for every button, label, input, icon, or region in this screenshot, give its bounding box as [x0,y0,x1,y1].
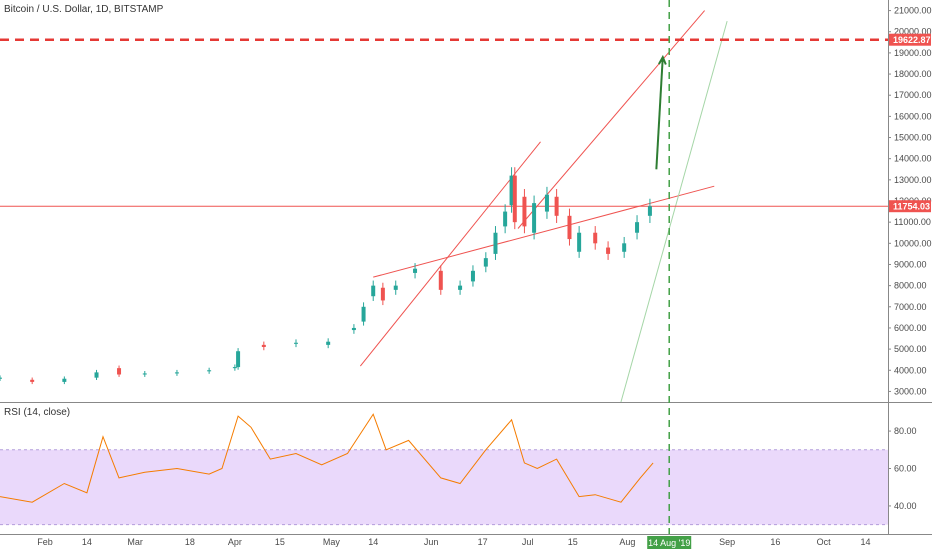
candle[interactable] [509,175,514,206]
candle[interactable] [512,175,517,223]
time-tick-label: 16 [770,537,780,547]
projection-arrow[interactable] [655,57,664,170]
last-price-badge-bg [889,200,931,213]
last-price-badge: 11754.03 [893,202,930,212]
candle[interactable] [294,342,298,344]
candle[interactable] [30,379,35,382]
time-tick-label: 14 [860,537,870,547]
price-tick-label: 16000.00 [894,111,932,121]
candle[interactable] [94,372,99,378]
time-tick-label: Jul [522,537,534,547]
chart-title: Bitcoin / U.S. Dollar, 1D, BITSTAMP [4,4,164,15]
price-tick-label: 3000.00 [894,386,927,396]
price-tick-label: 8000.00 [894,281,927,291]
date-marker-badge-bg [647,536,692,549]
rsi-tick-label: 60.00 [894,464,917,474]
candle[interactable] [261,344,266,347]
price-tick-label: 10000.00 [894,238,932,248]
price-tick-label: 5000.00 [894,344,927,354]
candle[interactable] [554,196,559,216]
target-price-badge: 19622.87 [893,35,931,45]
candle[interactable] [117,368,122,375]
rsi-title: RSI (14, close) [4,407,70,418]
candle[interactable] [438,270,443,290]
candle[interactable] [207,370,212,372]
candle[interactable] [380,287,385,301]
price-tick-label: 11000.00 [894,217,931,227]
price-tick-label: 15000.00 [894,133,932,143]
price-tick-label: 6000.00 [894,323,927,333]
candle[interactable] [544,194,549,212]
price-tick-label: 13000.00 [894,175,932,185]
candle[interactable] [470,270,475,282]
candle[interactable] [522,196,527,227]
time-tick-label: Aug [619,537,635,547]
time-tick-label: Mar [127,537,143,547]
time-tick-label: 17 [478,537,488,547]
trendline[interactable] [620,21,728,403]
trendline[interactable] [517,10,705,229]
arrow-head-icon [658,54,667,65]
time-tick-label: 14 [82,537,92,547]
candle[interactable] [503,211,508,227]
candle[interactable] [593,232,598,244]
rsi-line[interactable] [0,413,654,503]
price-tick-label: 4000.00 [894,365,927,375]
candle[interactable] [532,203,537,233]
price-tick-label: 9000.00 [894,259,927,269]
trendline[interactable] [359,141,541,367]
candle[interactable] [62,378,67,382]
candle[interactable] [458,285,463,290]
candle[interactable] [622,243,627,252]
time-tick-label: May [323,537,341,547]
price-tick-label: 14000.00 [894,154,932,164]
rsi-band [0,449,888,525]
candle[interactable] [483,258,488,267]
time-tick-label: 18 [185,537,195,547]
price-tick-label: 7000.00 [894,302,927,312]
candle[interactable] [351,327,356,331]
candle[interactable] [232,367,237,369]
candle[interactable] [0,377,2,379]
candle[interactable] [371,285,376,297]
candle[interactable] [493,232,498,254]
time-tick-label: Oct [817,537,832,547]
candle[interactable] [577,232,582,252]
candle[interactable] [236,351,241,368]
candle[interactable] [393,285,398,290]
price-tick-label: 18000.00 [894,69,932,79]
time-tick-label: Feb [37,537,53,547]
candle[interactable] [635,222,640,233]
target-price-badge-bg [889,33,931,46]
candle[interactable] [361,306,366,322]
time-tick-label: 15 [275,537,285,547]
rsi-tick-label: 40.00 [894,501,917,511]
time-tick-label: 15 [568,537,578,547]
candle[interactable] [326,341,331,345]
date-marker-label: 14 Aug '19 [648,538,690,548]
price-tick-label: 19000.00 [894,48,932,58]
price-tick-label: 20000.00 [894,27,932,37]
rsi-tick-label: 80.00 [894,426,917,436]
candle[interactable] [413,268,418,273]
trendline[interactable] [373,185,715,278]
time-tick-label: Sep [719,537,735,547]
candle[interactable] [174,372,179,374]
time-tick-label: Jun [424,537,439,547]
price-tick-label: 17000.00 [894,90,932,100]
time-tick-label: Apr [228,537,242,547]
time-tick-label: 14 [368,537,378,547]
candle[interactable] [142,373,147,375]
candle[interactable] [606,247,611,254]
price-tick-label: 21000.00 [894,6,932,16]
candle[interactable] [647,206,652,216]
candle[interactable] [567,215,572,240]
